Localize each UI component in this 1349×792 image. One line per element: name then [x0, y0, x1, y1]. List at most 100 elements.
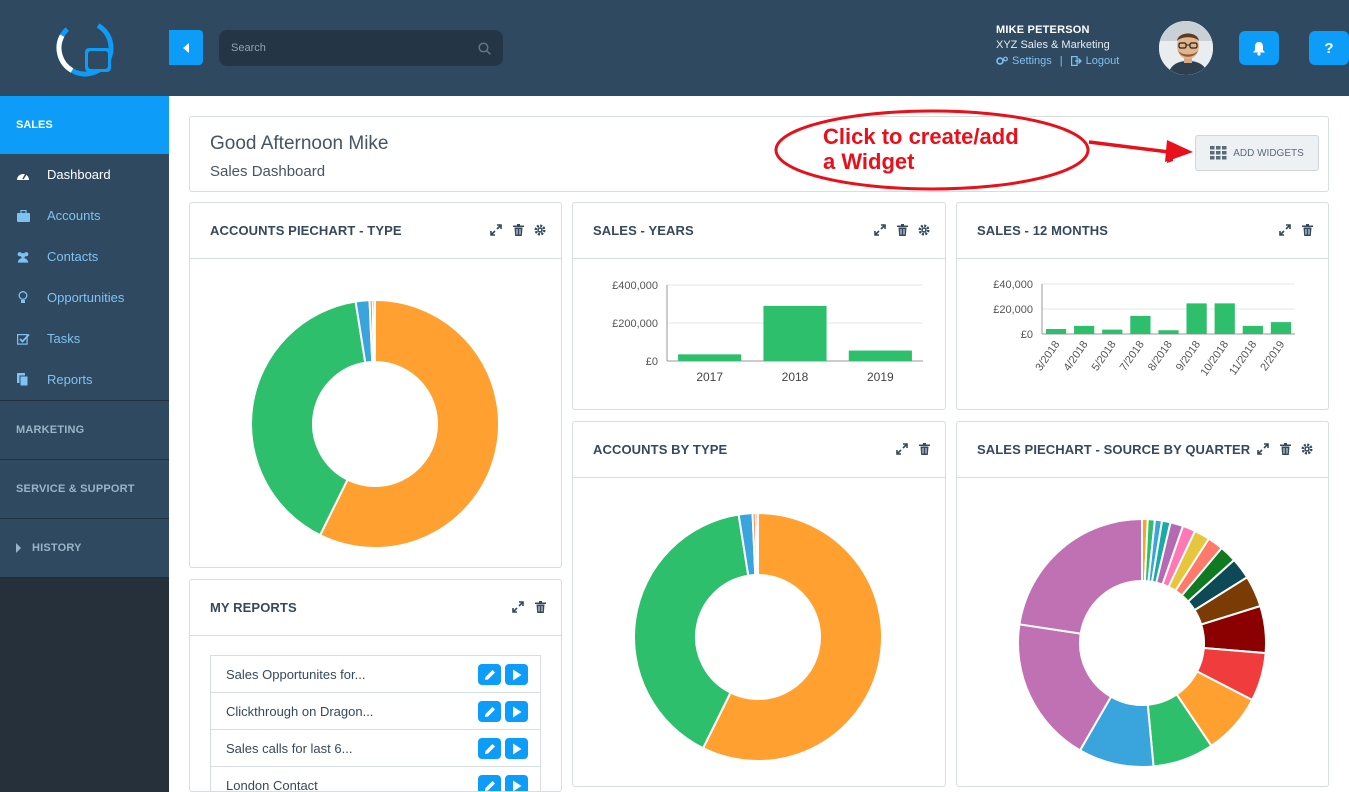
widget-title: ACCOUNTS PIECHART - TYPE — [210, 223, 402, 238]
trash-icon[interactable] — [511, 223, 525, 237]
sidebar-item-dashboard[interactable]: Dashboard — [0, 154, 169, 195]
run-report-button[interactable] — [505, 775, 528, 791]
bar — [1074, 325, 1095, 334]
gear-icon[interactable] — [917, 223, 931, 237]
gears-icon — [996, 56, 1008, 65]
sidebar-item-label: Dashboard — [47, 167, 111, 182]
sidebar-group-history[interactable]: HISTORY — [0, 518, 169, 577]
bar — [1130, 315, 1151, 334]
report-actions — [478, 738, 528, 759]
expand-icon[interactable] — [489, 223, 503, 237]
accounts-piechart-chart — [250, 298, 500, 549]
dashboard-icon — [16, 168, 30, 182]
add-widgets-button[interactable]: ADD WIDGETS — [1195, 135, 1319, 171]
group-label: SERVICE & SUPPORT — [16, 483, 135, 495]
group-label: HISTORY — [32, 542, 82, 554]
sidebar-item-opportunities[interactable]: Opportunities — [0, 277, 169, 318]
edit-report-button[interactable] — [478, 775, 501, 791]
sidebar-item-accounts[interactable]: Accounts — [0, 195, 169, 236]
x-tick-label: 8/2018 — [1146, 339, 1175, 373]
gear-icon[interactable] — [533, 223, 547, 237]
run-report-button[interactable] — [505, 664, 528, 685]
report-list: Sales Opportunites for... Clickthrough o… — [210, 655, 541, 792]
greeting-text: Good Afternoon Mike — [210, 133, 389, 154]
user-photo — [1159, 21, 1213, 75]
edit-report-button[interactable] — [478, 664, 501, 685]
widget-sales-years: SALES - YEARS £0 £200,000 £400,000 2017 2018… — [572, 202, 946, 410]
pencil-icon — [484, 669, 495, 680]
x-tick-label: 5/2018 — [1090, 339, 1119, 373]
trash-icon[interactable] — [533, 600, 547, 614]
edit-report-button[interactable] — [478, 701, 501, 722]
report-actions — [478, 701, 528, 722]
report-name: London Contact — [226, 778, 318, 792]
briefcase-icon — [16, 209, 30, 223]
sidebar-item-label: Contacts — [47, 249, 99, 264]
report-name: Clickthrough on Dragon... — [226, 703, 374, 719]
logout-link[interactable]: Logout — [1085, 55, 1120, 67]
widget-tools — [1256, 442, 1314, 456]
avatar[interactable] — [1157, 19, 1215, 77]
trash-icon[interactable] — [895, 223, 909, 237]
bar — [848, 350, 912, 361]
expand-icon[interactable] — [1256, 442, 1270, 456]
sidebar-item-tasks[interactable]: Tasks — [0, 318, 169, 359]
y-tick-label: £0 — [1021, 329, 1033, 341]
sidebar-group-service-support[interactable]: SERVICE & SUPPORT — [0, 459, 169, 518]
collapse-sidebar-button[interactable] — [169, 30, 203, 65]
sidebar-group-marketing[interactable]: MARKETING — [0, 400, 169, 459]
widget-header: SALES PIECHART - SOURCE BY QUARTER — [957, 422, 1328, 478]
sales-source-piechart-chart — [1017, 517, 1267, 768]
report-row[interactable]: Sales calls for last 6... — [211, 730, 540, 767]
settings-link[interactable]: Settings — [1012, 55, 1052, 67]
grid-icon — [1210, 146, 1227, 160]
callout-text: Click to create/add a Widget — [823, 124, 1019, 174]
widget-title: ACCOUNTS BY TYPE — [593, 442, 728, 457]
edit-report-button[interactable] — [478, 738, 501, 759]
trash-icon[interactable] — [1300, 223, 1314, 237]
bar — [763, 305, 827, 361]
sidebar-item-contacts[interactable]: Contacts — [0, 236, 169, 277]
gear-icon[interactable] — [1300, 442, 1314, 456]
expand-icon[interactable] — [1278, 223, 1292, 237]
report-row[interactable]: Sales Opportunites for... — [211, 656, 540, 693]
help-button[interactable]: ? — [1309, 31, 1349, 65]
y-tick-label: £0 — [646, 356, 658, 368]
search-icon[interactable] — [478, 41, 491, 55]
user-info: MIKE PETERSON XYZ Sales & Marketing Sett… — [996, 24, 1119, 67]
run-report-button[interactable] — [505, 701, 528, 722]
trash-icon[interactable] — [917, 442, 931, 456]
expand-icon[interactable] — [873, 223, 887, 237]
bar — [1186, 303, 1207, 334]
page-title: Sales Dashboard — [210, 163, 326, 180]
report-name: Sales calls for last 6... — [226, 740, 353, 756]
pie-slice — [1017, 623, 1113, 752]
trash-icon[interactable] — [1278, 442, 1292, 456]
notifications-button[interactable] — [1239, 31, 1279, 65]
pie-slice — [371, 298, 376, 364]
y-tick-label: £20,000 — [993, 304, 1033, 316]
x-tick-label: 2017 — [696, 370, 723, 384]
widget-title: SALES - 12 MONTHS — [977, 223, 1108, 238]
expand-icon[interactable] — [895, 442, 909, 456]
sidebar-item-reports[interactable]: Reports — [0, 359, 169, 400]
widget-title: SALES - YEARS — [593, 223, 694, 238]
report-row[interactable]: London Contact — [211, 767, 540, 792]
sidebar-section-sales[interactable]: SALES — [0, 96, 169, 154]
pie-slice — [318, 298, 500, 549]
x-tick-label: 3/2018 — [1033, 339, 1062, 373]
run-report-button[interactable] — [505, 738, 528, 759]
play-icon — [512, 706, 521, 717]
callout-line: Click to create/add — [823, 124, 1019, 149]
dashboard-main: Good Afternoon Mike Sales Dashboard ADD … — [169, 96, 1349, 792]
expand-icon[interactable] — [511, 600, 525, 614]
search-input[interactable] — [231, 42, 478, 54]
pie-slice — [633, 513, 750, 750]
reports-icon — [16, 373, 30, 387]
sidebar-item-label: Tasks — [47, 331, 81, 346]
pencil-icon — [484, 706, 495, 717]
logo[interactable] — [0, 0, 169, 96]
bell-icon — [1253, 41, 1265, 56]
logo-icon — [56, 19, 113, 77]
report-row[interactable]: Clickthrough on Dragon... — [211, 693, 540, 730]
